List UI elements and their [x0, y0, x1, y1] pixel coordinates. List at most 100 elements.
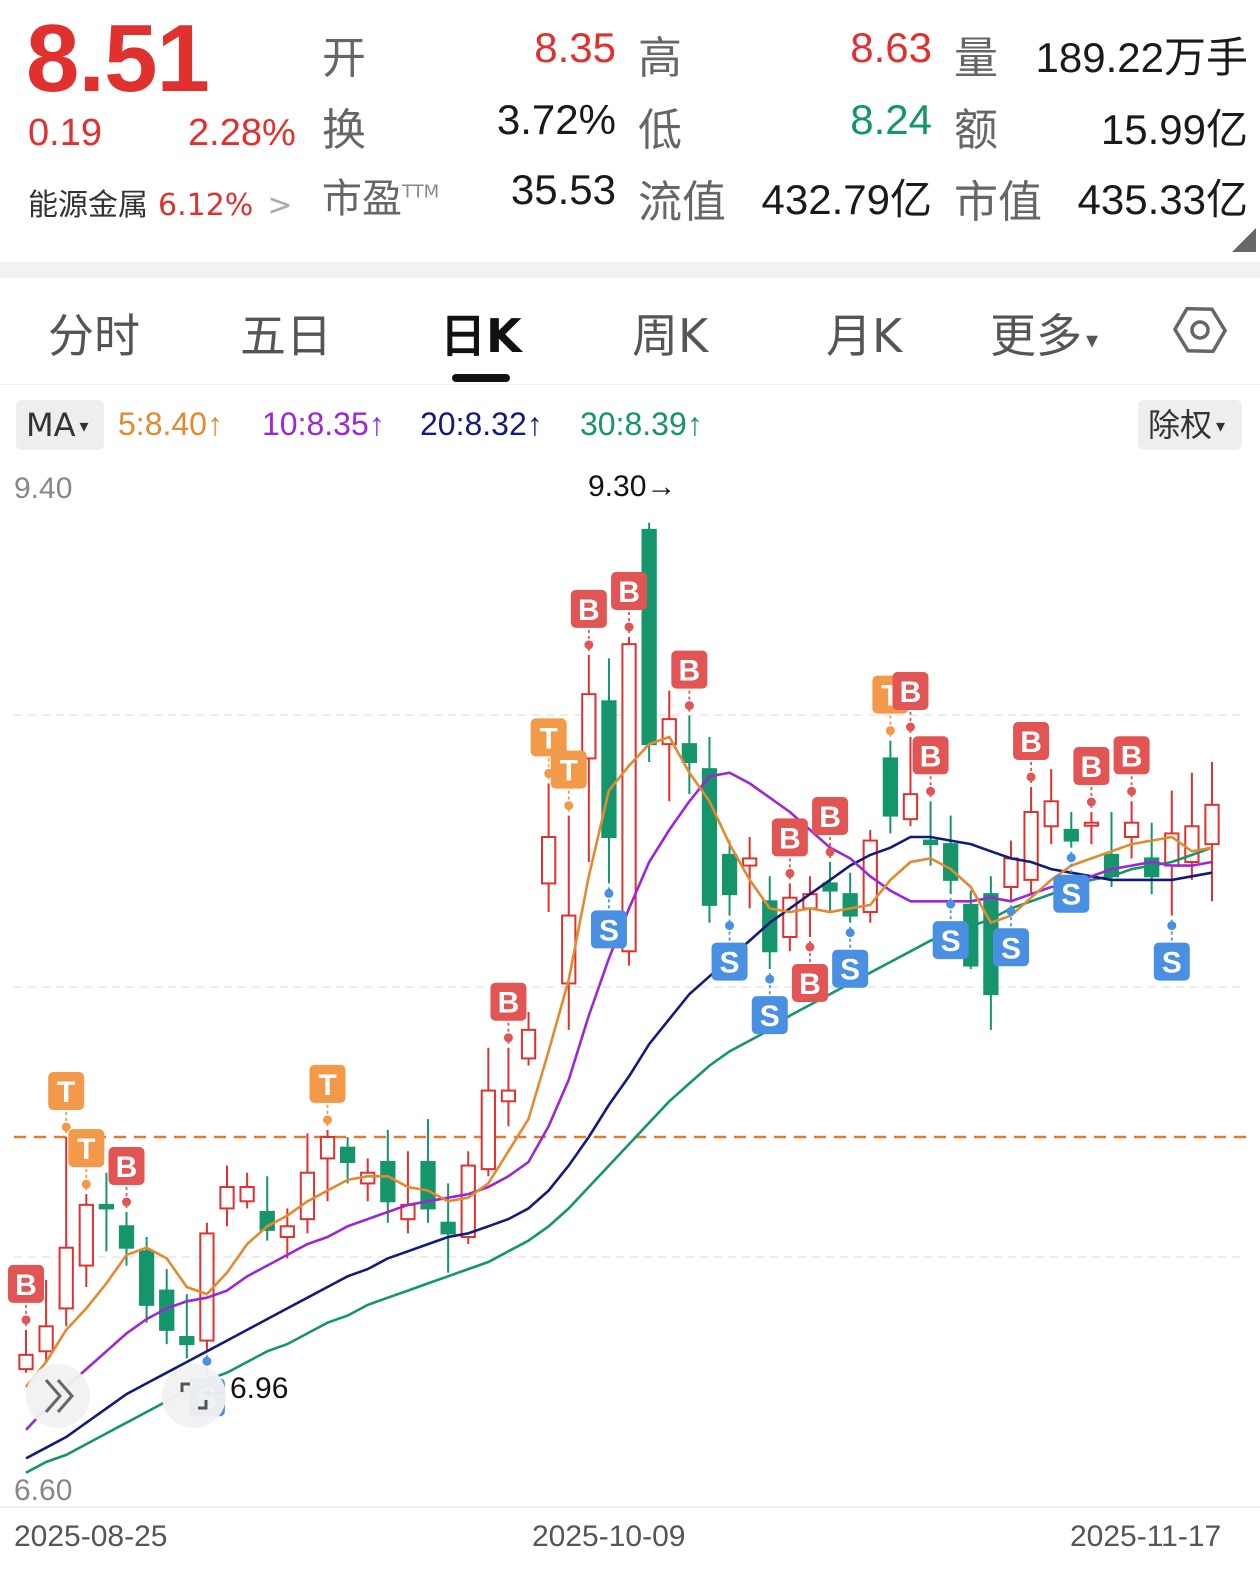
signal-badge — [992, 928, 1029, 967]
signal-b-marker: B — [791, 941, 828, 1002]
signal-dot — [122, 1197, 132, 1207]
signal-badge — [1113, 736, 1150, 775]
caret-down-icon: ▾ — [79, 416, 89, 437]
signal-letter: S — [840, 954, 860, 987]
candle-body — [541, 836, 557, 885]
candle-body — [98, 1203, 115, 1210]
stat-open-label: 开 — [322, 33, 366, 84]
signal-dot — [684, 701, 694, 711]
signal-letter: S — [760, 1000, 780, 1033]
signal-dot — [805, 942, 815, 952]
signal-badge — [550, 750, 587, 789]
last-price: 8.51 — [26, 5, 210, 112]
candle-body — [179, 1336, 195, 1346]
signal-letter: B — [779, 822, 801, 855]
signal-dot — [604, 888, 614, 898]
stat-volume-label: 量 — [954, 33, 998, 84]
ma10-value: 10:8.35↑ — [262, 406, 385, 442]
x-axis-label-mid: 2025-10-09 — [532, 1520, 685, 1553]
signal-letter: B — [819, 801, 841, 834]
adjust-selector[interactable]: 除权 ▾ — [1138, 400, 1242, 450]
signal-t-marker: T — [309, 1064, 346, 1126]
sector-link[interactable]: 能源金属 6.12% > — [28, 180, 292, 224]
y-axis-min-label: 6.60 — [14, 1474, 72, 1507]
candle-body — [822, 882, 838, 892]
candles — [18, 522, 1220, 1373]
signal-dot — [905, 722, 915, 732]
signal-badge — [590, 910, 627, 949]
max-price-label: 9.30→ — [588, 470, 676, 503]
hexagon-gear-icon[interactable] — [1172, 302, 1228, 358]
signal-dot — [81, 1179, 91, 1189]
stat-market-cap-value: 435.33亿 — [1077, 176, 1248, 223]
signal-letter: S — [1061, 879, 1081, 912]
candle-body — [581, 693, 597, 760]
candle-body — [480, 1089, 496, 1171]
tab-daily-k[interactable]: 日K — [440, 309, 522, 363]
kline-chart[interactable]: BTTBSTBTTBSBBSSBBBSTBBSSBSBBS 9.40 6.60 … — [0, 462, 1260, 1569]
candle-body — [199, 1232, 215, 1342]
price-change: 0.19 — [28, 112, 102, 154]
signal-b-marker: B — [892, 672, 929, 733]
signal-badge — [48, 1072, 85, 1110]
ma-selector[interactable]: MA ▾ — [16, 400, 104, 450]
candle-body — [661, 718, 677, 746]
candle-body — [902, 793, 919, 821]
signal-b-marker: B — [611, 572, 648, 633]
fullscreen-button[interactable] — [162, 1364, 226, 1428]
signal-letter: B — [15, 1269, 37, 1302]
signal-letter: B — [799, 968, 821, 1001]
stat-low-value: 8.24 — [850, 96, 932, 143]
signal-letter: T — [57, 1076, 75, 1109]
signal-dot — [825, 847, 835, 857]
signal-b-marker: B — [570, 589, 607, 651]
stat-pe-value: 35.53 — [510, 166, 616, 213]
tab-weekly-k[interactable]: 周K — [632, 309, 709, 363]
tab-five-day[interactable]: 五日 — [240, 309, 332, 363]
tab-intraday[interactable]: 分时 — [48, 309, 140, 363]
quote-header: 8.51 0.19 2.28% 能源金属 6.12% > 开 8.35 高 8.63… — [0, 0, 1260, 262]
signal-letter: B — [679, 655, 701, 688]
ma30-line — [25, 846, 1213, 1474]
candle-body — [18, 1353, 34, 1371]
signal-dot — [323, 1115, 333, 1125]
signal-s-marker: S — [711, 919, 748, 981]
signal-dot — [584, 640, 594, 650]
active-tab-indicator — [452, 374, 510, 382]
signal-b-marker: B — [771, 818, 808, 880]
signal-badge — [1053, 874, 1090, 913]
candle-body — [1003, 857, 1019, 888]
signal-b-marker: B — [108, 1147, 145, 1208]
signal-badge — [892, 672, 929, 710]
sector-pct: 6.12% — [158, 188, 254, 223]
signal-letter: T — [77, 1133, 95, 1166]
tab-monthly-k[interactable]: 月K — [826, 309, 903, 363]
signal-dot — [845, 928, 855, 938]
candle-body — [440, 1221, 456, 1235]
sector-name: 能源金属 — [28, 188, 148, 223]
signal-badge — [108, 1147, 145, 1185]
expand-corner-icon[interactable] — [1232, 228, 1256, 252]
x-axis-label-end: 2025-11-17 — [1070, 1520, 1221, 1553]
scroll-left-button[interactable] — [26, 1364, 90, 1428]
candle-body — [681, 743, 697, 763]
signal-letter: B — [578, 594, 600, 627]
signal-letter: T — [539, 722, 557, 755]
tab-more[interactable]: 更多 ▾ — [990, 309, 1099, 363]
signal-badge — [812, 797, 849, 835]
ma5-value: 5:8.40↑ — [118, 406, 223, 442]
candle-body — [279, 1225, 295, 1238]
signal-s-marker: S — [751, 973, 788, 1035]
signal-s-marker: S — [992, 905, 1029, 967]
signal-t-marker: T — [48, 1072, 85, 1133]
candle-body — [159, 1289, 175, 1331]
signal-letter: S — [1001, 932, 1021, 965]
candle-body — [420, 1161, 436, 1210]
stat-market-cap-label: 市值 — [954, 177, 1042, 228]
signal-badge — [912, 736, 949, 775]
stat-high-label: 高 — [638, 33, 682, 84]
signal-dot — [202, 1356, 212, 1366]
candle-body — [1123, 821, 1140, 839]
signal-b-marker: B — [1113, 736, 1150, 798]
signal-s-marker: S — [1153, 919, 1190, 981]
